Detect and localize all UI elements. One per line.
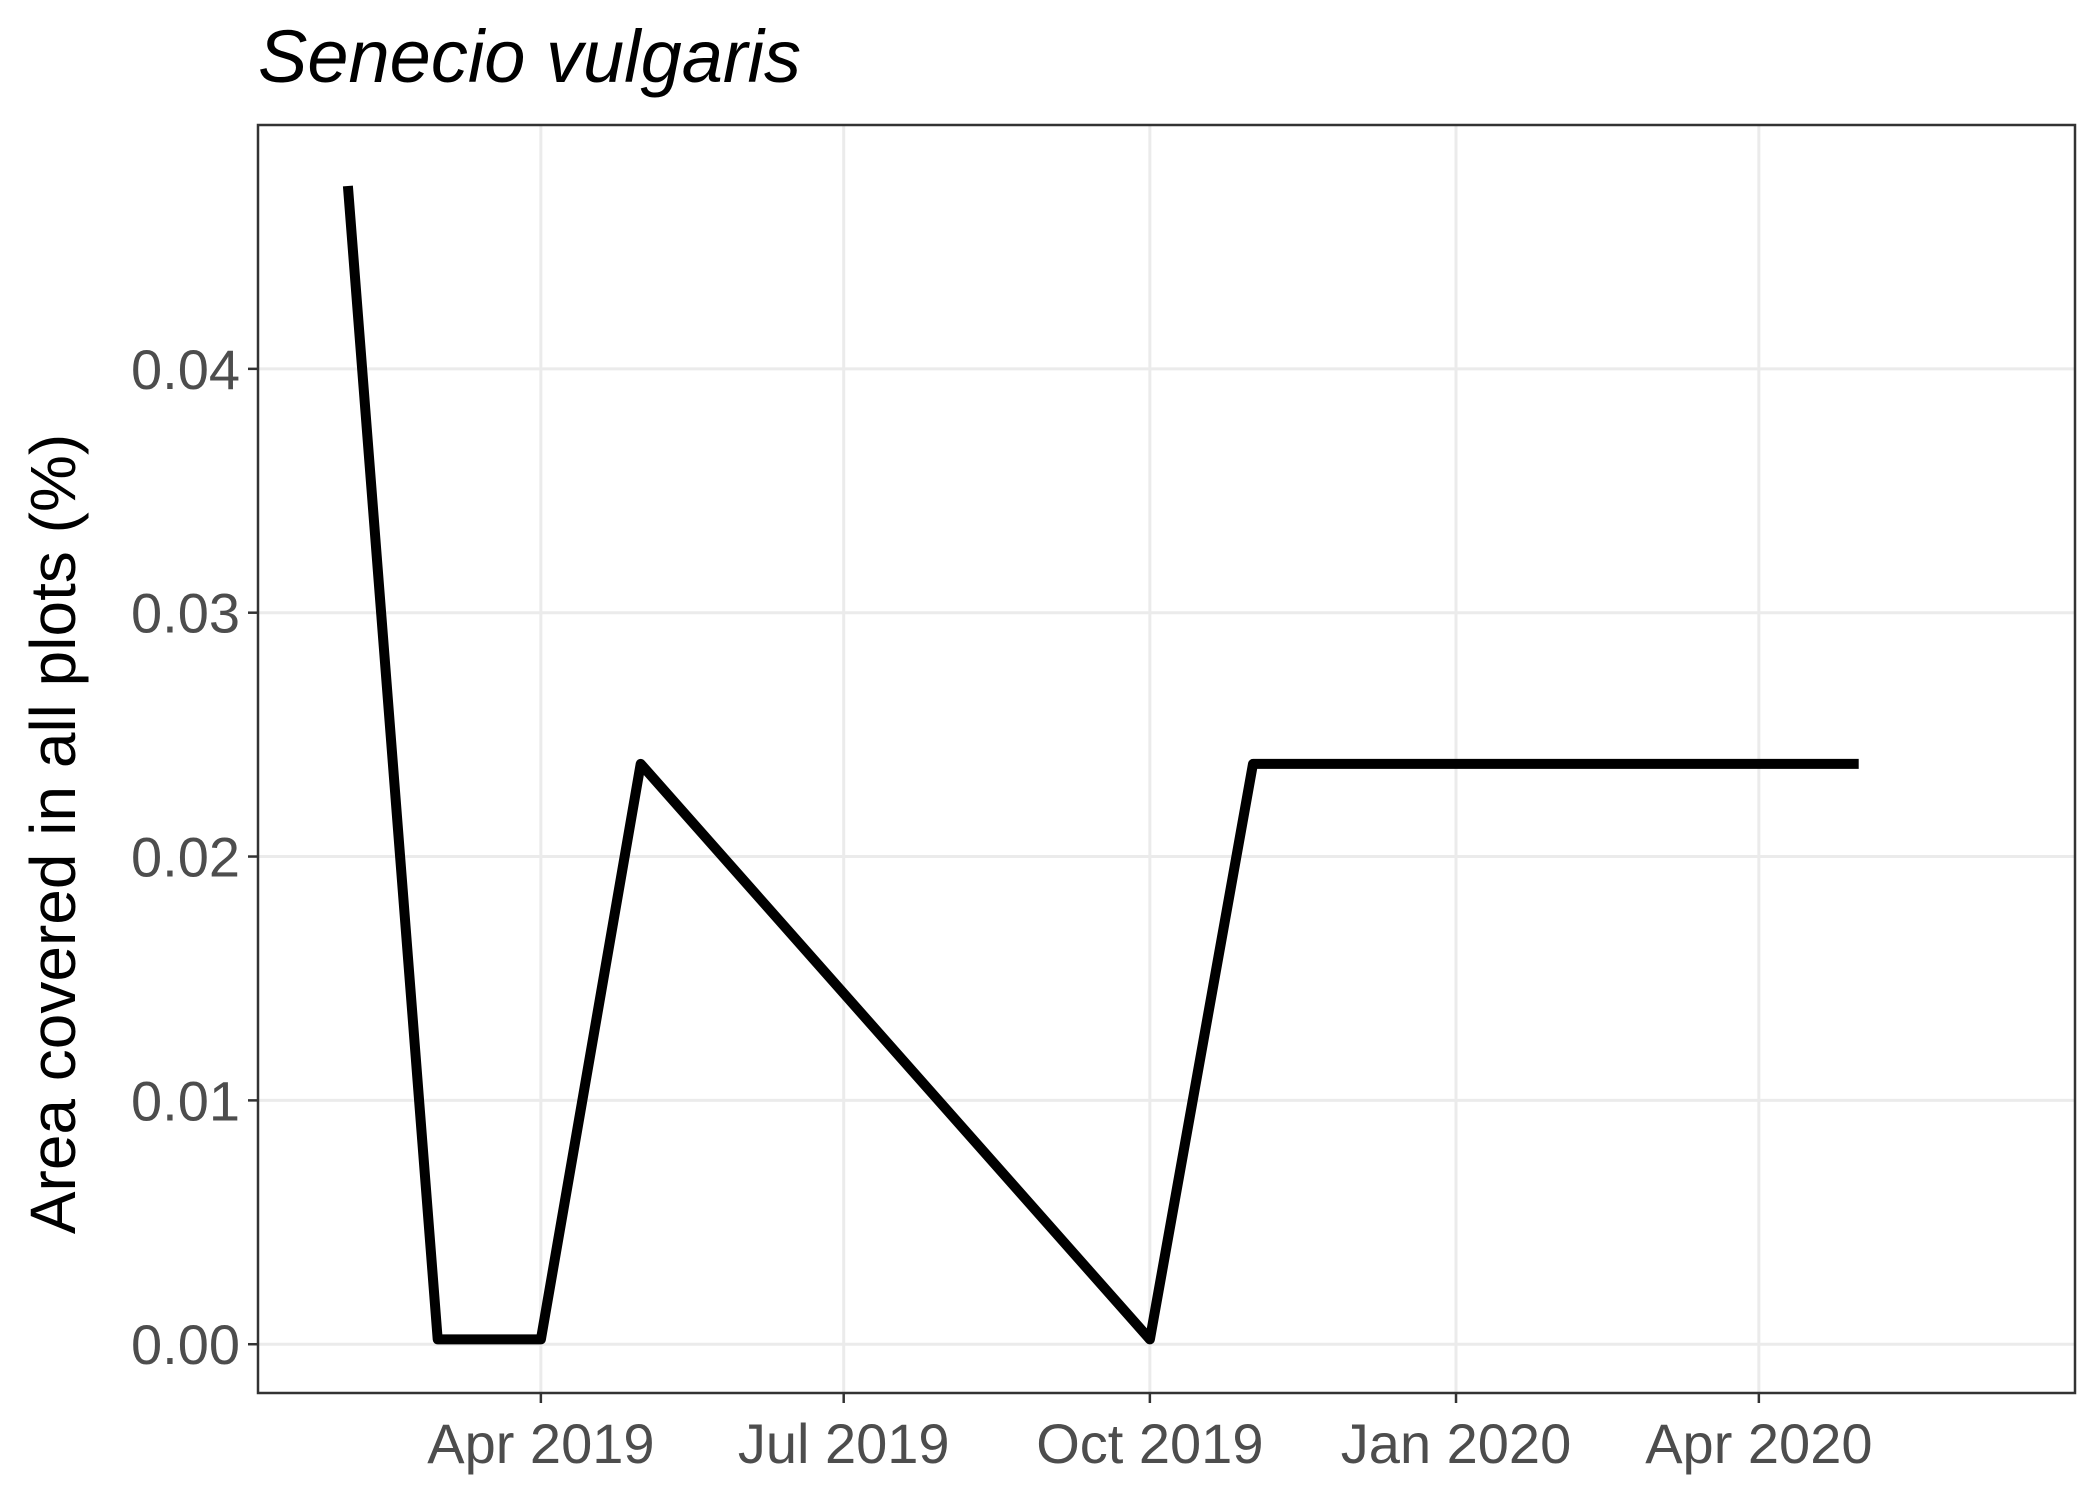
x-tick-label: Jan 2020	[1341, 1412, 1571, 1475]
y-axis: 0.00 0.01 0.02 0.03 0.04	[131, 338, 258, 1376]
y-tick-label: 0.03	[131, 582, 240, 645]
series-layer	[342, 185, 1859, 1345]
series-line	[342, 185, 1859, 1345]
x-tick-label: Apr 2019	[427, 1412, 654, 1475]
y-tick-label: 0.02	[131, 826, 240, 889]
x-tick-label: Apr 2020	[1645, 1412, 1872, 1475]
y-tick-label: 0.01	[131, 1069, 240, 1132]
y-axis-label: Area covered in all plots (%)	[17, 434, 89, 1234]
y-tick-label: 0.00	[131, 1313, 240, 1376]
x-axis: Apr 2019 Jul 2019 Oct 2019 Jan 2020 Apr 2020	[427, 1393, 1872, 1475]
panel-border	[256, 123, 2077, 1395]
chart-title: Senecio vulgaris	[258, 15, 801, 98]
y-tick-label: 0.04	[131, 338, 240, 401]
plot-panel	[256, 123, 2077, 1395]
x-tick-label: Oct 2019	[1036, 1412, 1263, 1475]
x-tick-label: Jul 2019	[738, 1412, 950, 1475]
